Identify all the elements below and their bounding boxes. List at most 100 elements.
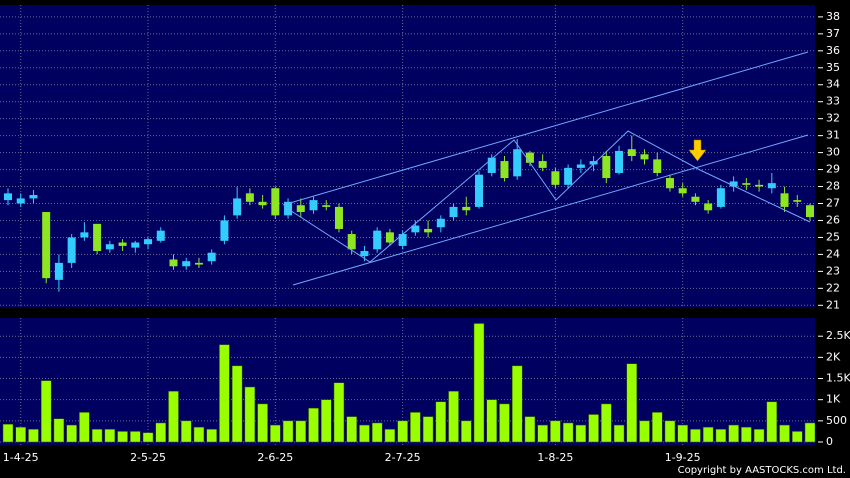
arrow-marker (688, 139, 707, 162)
volume-bar (499, 403, 510, 443)
volume-bar (155, 422, 167, 443)
candle-body (322, 205, 331, 207)
volume-bar (79, 412, 90, 443)
candle-body (640, 154, 649, 160)
candle-body (144, 239, 153, 245)
y-tick-label: 24 (826, 247, 840, 260)
candle-body (665, 178, 674, 189)
candle-body (360, 251, 369, 257)
candle-body (182, 261, 191, 267)
volume-bar (677, 424, 688, 443)
volume-bar (142, 432, 154, 443)
candle-body (156, 230, 165, 241)
candle-body (513, 149, 522, 177)
volume-bar (53, 418, 65, 443)
candle-body (16, 198, 25, 204)
volume-bar (690, 429, 701, 443)
volume-bar (333, 382, 345, 443)
zigzag (284, 130, 811, 263)
y-tick-label: 2K (826, 350, 841, 363)
y-tick-label: 30 (826, 146, 840, 159)
candle-body (271, 188, 280, 216)
candle-body (398, 234, 407, 246)
volume-bar (66, 424, 77, 443)
volume-bar (741, 426, 752, 443)
candle-body (704, 203, 713, 211)
candle-body (589, 161, 598, 165)
candle-body (576, 164, 585, 168)
volume-bar (104, 429, 116, 443)
volume-bar (244, 386, 256, 443)
x-tick-label: 2-6-25 (257, 451, 293, 464)
candle-body (755, 184, 764, 187)
candle-body (373, 230, 382, 250)
volume-bar (473, 323, 485, 443)
candle-body (538, 161, 547, 168)
volume-bar (562, 422, 574, 443)
candle-body (424, 228, 433, 233)
volume-bar (728, 424, 739, 443)
candle-body (54, 262, 63, 280)
volume-bar (359, 424, 370, 443)
volume-bar (257, 403, 268, 443)
candle-body (347, 234, 356, 250)
y-tick-label: 23 (826, 264, 840, 277)
volume-bar (193, 426, 205, 443)
candle-body (475, 174, 484, 207)
volume-bar (779, 424, 790, 443)
volume-bar (384, 429, 396, 443)
y-tick-label: 29 (826, 163, 840, 176)
candle-body (653, 159, 662, 173)
volume-bar (117, 431, 128, 443)
candle-body (780, 193, 789, 207)
candle-body (385, 232, 394, 243)
volume-bar (664, 420, 676, 443)
volume-bar (371, 422, 383, 443)
volume-bar (28, 429, 39, 443)
candle-body (220, 220, 229, 241)
candle-body (29, 195, 38, 199)
volume-bars (2, 323, 816, 443)
y-tick-label: 35 (826, 61, 840, 74)
candle-body (716, 188, 725, 207)
y-tick-label: 21 (826, 298, 840, 311)
candle-body (258, 201, 267, 206)
y-tick-label: 1.5K (826, 372, 850, 385)
volume-bar (575, 424, 587, 443)
volume-bar (613, 424, 625, 443)
candle-body (296, 205, 305, 212)
volume-bar (219, 344, 230, 443)
candle-body (462, 206, 471, 211)
volume-bar (588, 414, 599, 443)
volume-bar (702, 426, 714, 443)
candle-body (93, 223, 102, 252)
candle-body (487, 157, 496, 173)
x-tick-label: 1-4-25 (3, 451, 39, 464)
y-tick-label: 27 (826, 197, 840, 210)
volume-bar (715, 429, 727, 443)
candle-body (793, 200, 802, 202)
candle-body (169, 259, 178, 267)
y-tick-label: 26 (826, 213, 840, 226)
candle-body (4, 193, 12, 201)
candle-body (334, 206, 343, 229)
volume-bar (168, 390, 179, 443)
candle-body (615, 150, 624, 173)
volume-bar (397, 420, 408, 443)
volume-bar (448, 390, 459, 443)
volume-bar (180, 420, 192, 443)
channel-lower (292, 134, 809, 286)
volume-bar (422, 416, 434, 443)
candle-body (602, 156, 611, 179)
candle-body (194, 262, 203, 265)
volume-bar (91, 429, 103, 443)
copyright: Copyright by AASTOCKS.com Ltd. (678, 465, 846, 476)
candle-body (309, 200, 318, 211)
y-tick-label: 1K (826, 393, 841, 406)
grid (0, 5, 815, 445)
candle-body (80, 232, 89, 238)
candle-body (436, 218, 445, 228)
volume-bar (537, 424, 548, 443)
volume-bar (410, 412, 421, 443)
